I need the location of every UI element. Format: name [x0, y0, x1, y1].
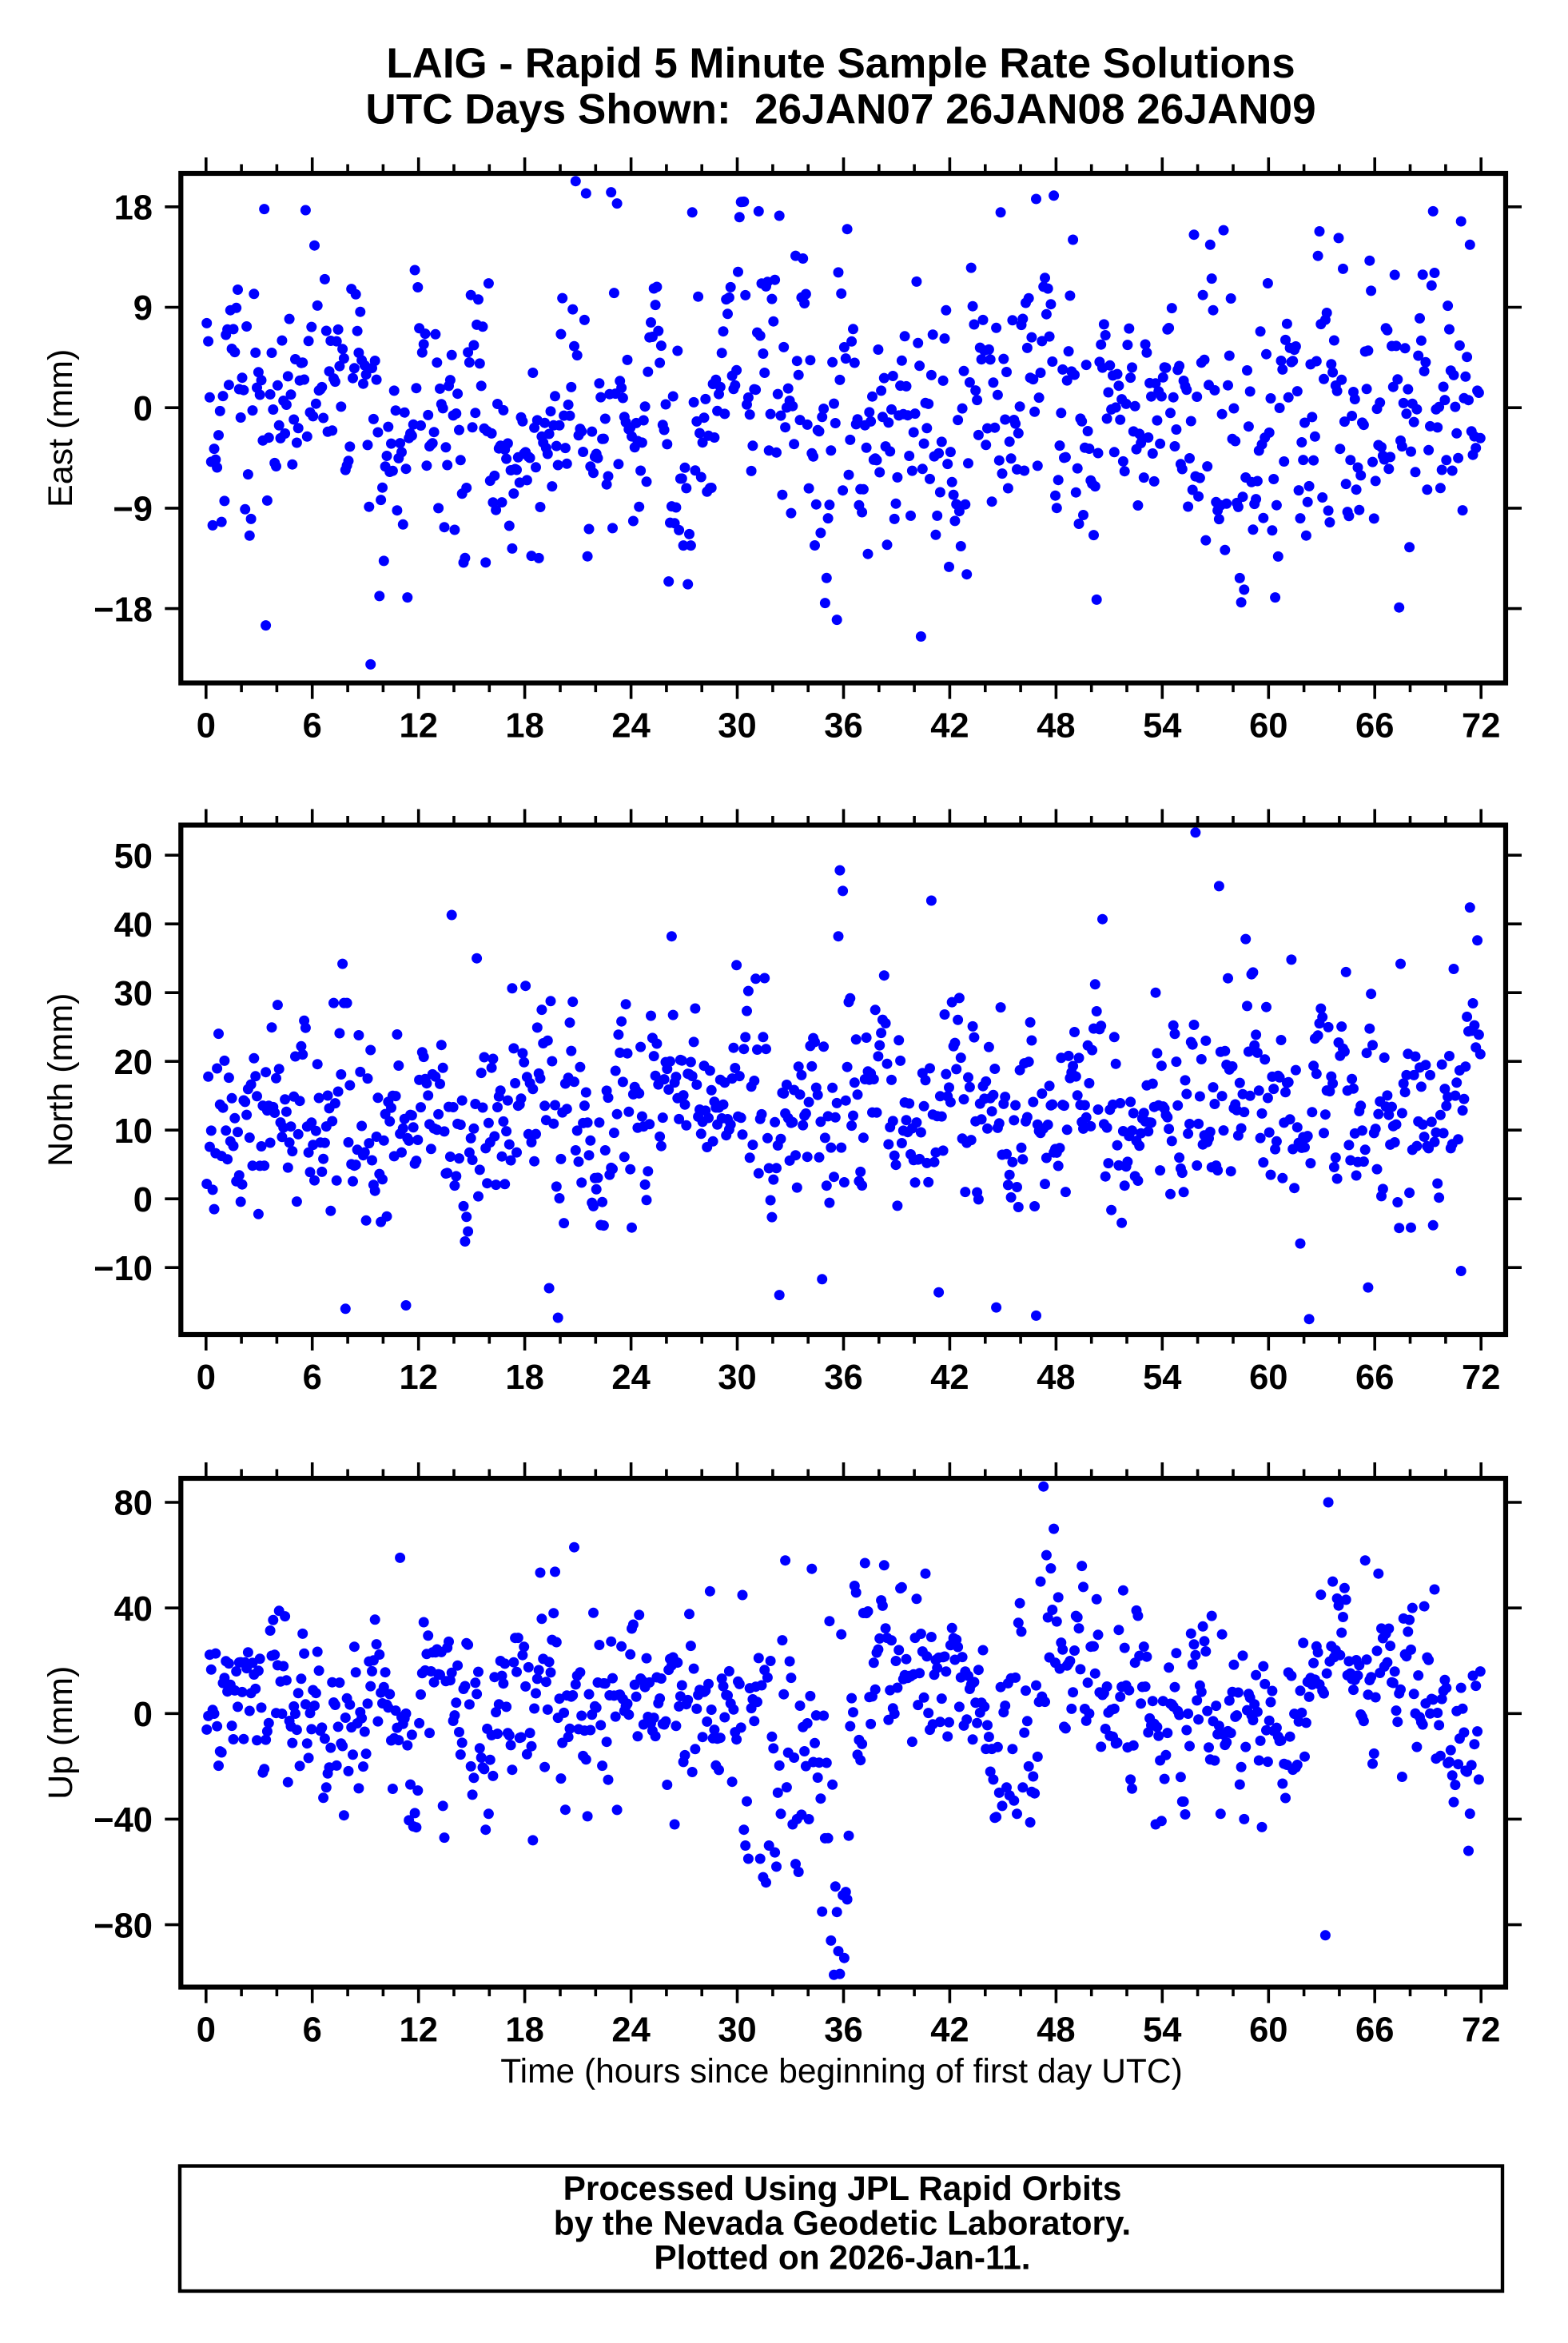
- svg-text:6: 6: [303, 707, 322, 746]
- svg-text:30: 30: [114, 975, 153, 1013]
- svg-text:North (mm): North (mm): [42, 993, 80, 1167]
- svg-text:−80: −80: [94, 1907, 153, 1945]
- svg-text:36: 36: [824, 2011, 862, 2050]
- svg-text:40: 40: [114, 906, 153, 945]
- svg-text:East (mm): East (mm): [42, 349, 80, 507]
- svg-text:48: 48: [1037, 707, 1075, 746]
- svg-text:18: 18: [505, 2011, 543, 2050]
- svg-text:LAIG - Rapid 5 Minute Sample R: LAIG - Rapid 5 Minute Sample Rate Soluti…: [386, 40, 1295, 87]
- svg-text:24: 24: [611, 2011, 650, 2050]
- svg-text:6: 6: [303, 2011, 322, 2050]
- svg-text:0: 0: [197, 2011, 216, 2050]
- svg-text:Time (hours since beginning of: Time (hours since beginning of first day…: [500, 2053, 1182, 2090]
- svg-text:54: 54: [1143, 1358, 1181, 1397]
- svg-text:UTC Days Shown: 26JAN07 26JAN: UTC Days Shown: 26JAN07 26JAN08 26JAN09: [365, 86, 1315, 133]
- svg-text:42: 42: [930, 2011, 969, 2050]
- svg-text:18: 18: [505, 707, 543, 746]
- svg-text:by the Nevada Geodetic Laborat: by the Nevada Geodetic Laboratory.: [554, 2204, 1131, 2242]
- svg-text:9: 9: [133, 289, 153, 328]
- svg-text:−10: −10: [94, 1250, 153, 1288]
- svg-text:0: 0: [133, 390, 153, 428]
- svg-text:36: 36: [824, 1358, 862, 1397]
- svg-text:0: 0: [197, 707, 216, 746]
- svg-text:42: 42: [930, 707, 969, 746]
- svg-text:−40: −40: [94, 1801, 153, 1840]
- svg-text:60: 60: [1249, 1358, 1287, 1397]
- svg-text:12: 12: [400, 1358, 438, 1397]
- svg-text:12: 12: [400, 2011, 438, 2050]
- svg-text:18: 18: [114, 189, 153, 228]
- svg-text:48: 48: [1037, 1358, 1075, 1397]
- svg-text:60: 60: [1249, 707, 1287, 746]
- svg-text:Plotted on 2026-Jan-11.: Plotted on 2026-Jan-11.: [654, 2239, 1030, 2277]
- svg-text:0: 0: [133, 1696, 153, 1734]
- svg-text:0: 0: [197, 1358, 216, 1397]
- svg-text:40: 40: [114, 1590, 153, 1629]
- svg-text:54: 54: [1143, 707, 1181, 746]
- svg-text:72: 72: [1462, 2011, 1500, 2050]
- svg-text:6: 6: [303, 1358, 322, 1397]
- svg-text:42: 42: [930, 1358, 969, 1397]
- svg-text:−9: −9: [113, 491, 153, 529]
- svg-text:48: 48: [1037, 2011, 1075, 2050]
- svg-text:10: 10: [114, 1112, 153, 1151]
- svg-text:30: 30: [718, 2011, 756, 2050]
- svg-text:24: 24: [611, 1358, 650, 1397]
- svg-text:60: 60: [1249, 2011, 1287, 2050]
- svg-text:24: 24: [611, 707, 650, 746]
- svg-text:80: 80: [114, 1485, 153, 1523]
- svg-text:36: 36: [824, 707, 862, 746]
- svg-text:54: 54: [1143, 2011, 1181, 2050]
- svg-text:0: 0: [133, 1181, 153, 1219]
- svg-text:20: 20: [114, 1044, 153, 1082]
- svg-text:72: 72: [1462, 707, 1500, 746]
- svg-text:72: 72: [1462, 1358, 1500, 1397]
- svg-text:−18: −18: [94, 591, 153, 629]
- svg-text:12: 12: [400, 707, 438, 746]
- svg-text:66: 66: [1355, 707, 1394, 746]
- svg-text:18: 18: [505, 1358, 543, 1397]
- svg-text:50: 50: [114, 837, 153, 876]
- svg-text:30: 30: [718, 707, 756, 746]
- svg-text:66: 66: [1355, 2011, 1394, 2050]
- svg-text:66: 66: [1355, 1358, 1394, 1397]
- svg-text:Processed Using JPL Rapid Orbi: Processed Using JPL Rapid Orbits: [563, 2170, 1122, 2207]
- svg-text:30: 30: [718, 1358, 756, 1397]
- svg-text:Up (mm): Up (mm): [42, 1666, 80, 1800]
